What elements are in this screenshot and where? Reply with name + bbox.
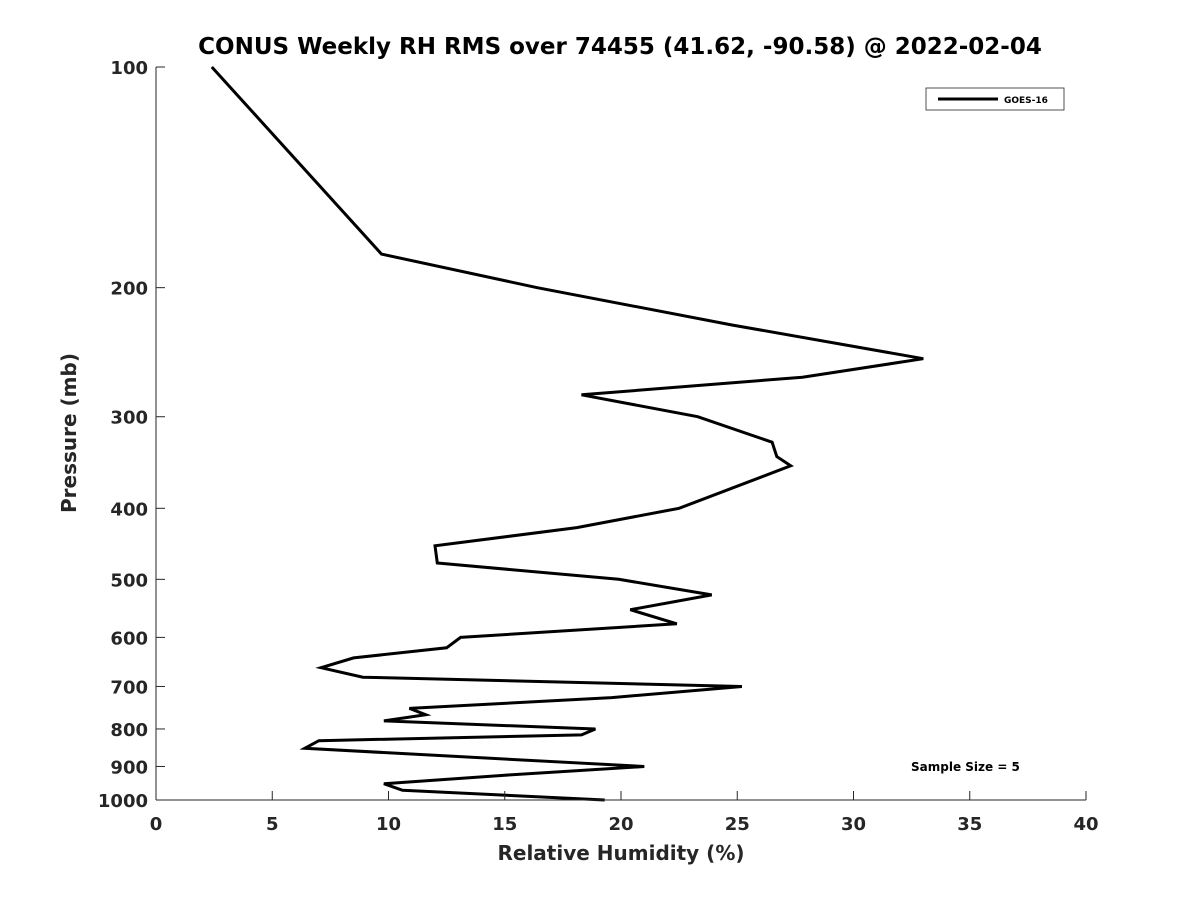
x-tick-label: 15	[492, 814, 517, 835]
y-tick-label: 500	[110, 570, 148, 591]
y-tick-label: 600	[110, 628, 148, 649]
x-tick-label: 5	[266, 814, 279, 835]
y-axis-label: Pressure (mb)	[57, 353, 81, 513]
legend: GOES-16	[925, 87, 1065, 111]
x-tick-label: 35	[957, 814, 982, 835]
plot-area	[156, 67, 1086, 800]
x-tick-label: 10	[376, 814, 401, 835]
x-tick-label: 30	[841, 814, 866, 835]
x-tick-label: 20	[608, 814, 633, 835]
y-tick-label: 900	[110, 757, 148, 778]
x-tick-label: 40	[1073, 814, 1098, 835]
y-tick-label: 200	[110, 279, 148, 300]
series-line-goes-16	[210, 65, 924, 802]
y-tick-label: 300	[110, 408, 148, 429]
x-tick-label: 0	[150, 814, 163, 835]
y-tick-label: 400	[110, 499, 148, 520]
y-tick-label: 700	[110, 677, 148, 698]
y-tick-label: 800	[110, 720, 148, 741]
y-tick-label: 100	[110, 58, 148, 79]
legend-label-goes-16: GOES-16	[1004, 96, 1048, 106]
sample-size-annotation: Sample Size = 5	[911, 760, 1020, 774]
chart-title: CONUS Weekly RH RMS over 74455 (41.62, -…	[198, 34, 1042, 60]
y-tick-label: 1000	[98, 791, 148, 812]
x-axis-label: Relative Humidity (%)	[497, 841, 744, 865]
x-tick-label: 25	[725, 814, 750, 835]
